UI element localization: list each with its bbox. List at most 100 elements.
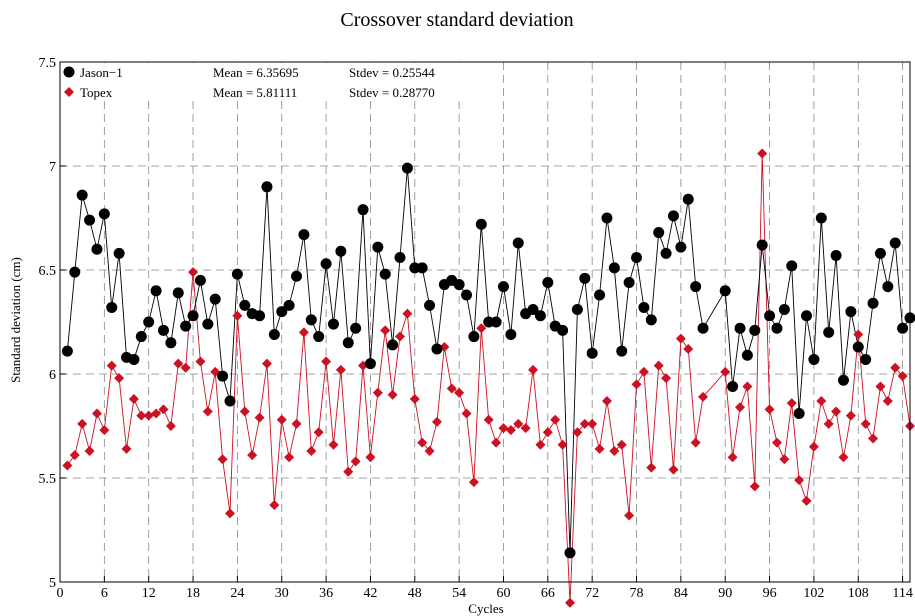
jason1-point bbox=[801, 310, 813, 322]
topex-point bbox=[69, 450, 80, 461]
jason1-point bbox=[461, 289, 473, 301]
topex-point bbox=[306, 445, 317, 456]
jason1-point bbox=[283, 299, 295, 311]
topex-point bbox=[402, 308, 413, 319]
jason1-point bbox=[749, 324, 761, 336]
jason1-point bbox=[143, 316, 155, 328]
jason1-point bbox=[874, 247, 886, 259]
topex-point bbox=[786, 398, 797, 409]
jason1-point bbox=[660, 247, 672, 259]
jason1-point bbox=[135, 331, 147, 343]
x-tick-label: 12 bbox=[142, 586, 156, 601]
jason1-point bbox=[667, 210, 679, 222]
topex-point bbox=[801, 495, 812, 506]
jason1-point bbox=[608, 262, 620, 274]
topex-point bbox=[128, 393, 139, 404]
series-markers bbox=[61, 148, 915, 608]
jason1-point bbox=[638, 301, 650, 313]
topex-point bbox=[520, 423, 531, 434]
jason1-point bbox=[897, 322, 909, 334]
jason1-point bbox=[505, 328, 517, 340]
topex-point bbox=[328, 439, 339, 450]
topex-point bbox=[84, 445, 95, 456]
jason1-point bbox=[586, 347, 598, 359]
topex-point bbox=[180, 362, 191, 373]
topex-point bbox=[838, 452, 849, 463]
topex-point bbox=[269, 500, 280, 511]
legend-mean: Mean = 5.81111 bbox=[213, 85, 297, 100]
topex-point bbox=[557, 439, 568, 450]
topex-point bbox=[313, 427, 324, 438]
x-tick-label: 66 bbox=[541, 586, 555, 601]
topex-point bbox=[831, 406, 842, 417]
jason1-point bbox=[106, 301, 118, 313]
topex-point bbox=[483, 414, 494, 425]
jason1-point bbox=[564, 547, 576, 559]
topex-point bbox=[771, 437, 782, 448]
topex-point bbox=[890, 362, 901, 373]
topex-point bbox=[365, 452, 376, 463]
jason1-point bbox=[187, 310, 199, 322]
jason1-point bbox=[394, 252, 406, 264]
topex-point bbox=[195, 356, 206, 367]
topex-point bbox=[868, 433, 879, 444]
topex-point bbox=[335, 364, 346, 375]
topex-point bbox=[217, 454, 228, 465]
jason1-point bbox=[837, 374, 849, 386]
topex-point bbox=[254, 412, 265, 423]
topex-point bbox=[491, 437, 502, 448]
jason1-point bbox=[231, 268, 243, 280]
jason1-point bbox=[631, 252, 643, 264]
topex-point bbox=[188, 267, 199, 278]
jason1-point bbox=[771, 322, 783, 334]
topex-point bbox=[565, 597, 575, 608]
jason1-point bbox=[157, 324, 169, 336]
jason1-point bbox=[357, 204, 369, 216]
x-tick-label: 30 bbox=[275, 586, 289, 601]
legend-marker-jason1 bbox=[63, 66, 75, 78]
topex-point bbox=[247, 450, 258, 461]
topex-point bbox=[136, 410, 147, 421]
y-tick-label: 5.5 bbox=[39, 472, 57, 487]
series-lines bbox=[66, 153, 911, 603]
topex-point bbox=[749, 481, 760, 492]
x-tick-label: 36 bbox=[319, 586, 333, 601]
jason1-point bbox=[76, 189, 88, 201]
jason1-point bbox=[202, 318, 214, 330]
topex-point bbox=[690, 437, 701, 448]
jason1-point bbox=[416, 262, 428, 274]
x-tick-label: 96 bbox=[763, 586, 777, 601]
topex-point bbox=[446, 383, 457, 394]
topex-point bbox=[668, 464, 679, 475]
jason1-point bbox=[852, 341, 864, 353]
topex-point bbox=[498, 423, 509, 434]
jason1-point bbox=[719, 285, 731, 297]
jason1-point bbox=[224, 395, 236, 407]
jason1-point bbox=[453, 279, 465, 291]
topex-point bbox=[291, 418, 302, 429]
jason1-point bbox=[497, 281, 509, 293]
topex-point bbox=[631, 379, 642, 390]
topex-point bbox=[594, 443, 605, 454]
jason1-point bbox=[194, 274, 206, 286]
jason1-point bbox=[128, 353, 140, 365]
jason1-point bbox=[165, 337, 177, 349]
topex-point bbox=[720, 366, 731, 377]
jason1-point bbox=[180, 320, 192, 332]
y-tick-label: 7 bbox=[49, 160, 56, 175]
y-tick-label: 7.5 bbox=[39, 56, 57, 71]
jason1-point bbox=[401, 162, 413, 174]
topex-point bbox=[284, 452, 295, 463]
jason1-point bbox=[468, 331, 480, 343]
topex-point bbox=[897, 371, 908, 382]
jason1-point bbox=[261, 181, 273, 193]
jason1-point bbox=[594, 289, 606, 301]
topex-point bbox=[77, 418, 88, 429]
topex-point bbox=[609, 445, 620, 456]
topex-point bbox=[698, 391, 709, 402]
topex-point bbox=[202, 406, 213, 417]
jason1-point bbox=[364, 358, 376, 370]
jason1-point bbox=[61, 345, 73, 357]
series-line-topex bbox=[67, 153, 911, 603]
